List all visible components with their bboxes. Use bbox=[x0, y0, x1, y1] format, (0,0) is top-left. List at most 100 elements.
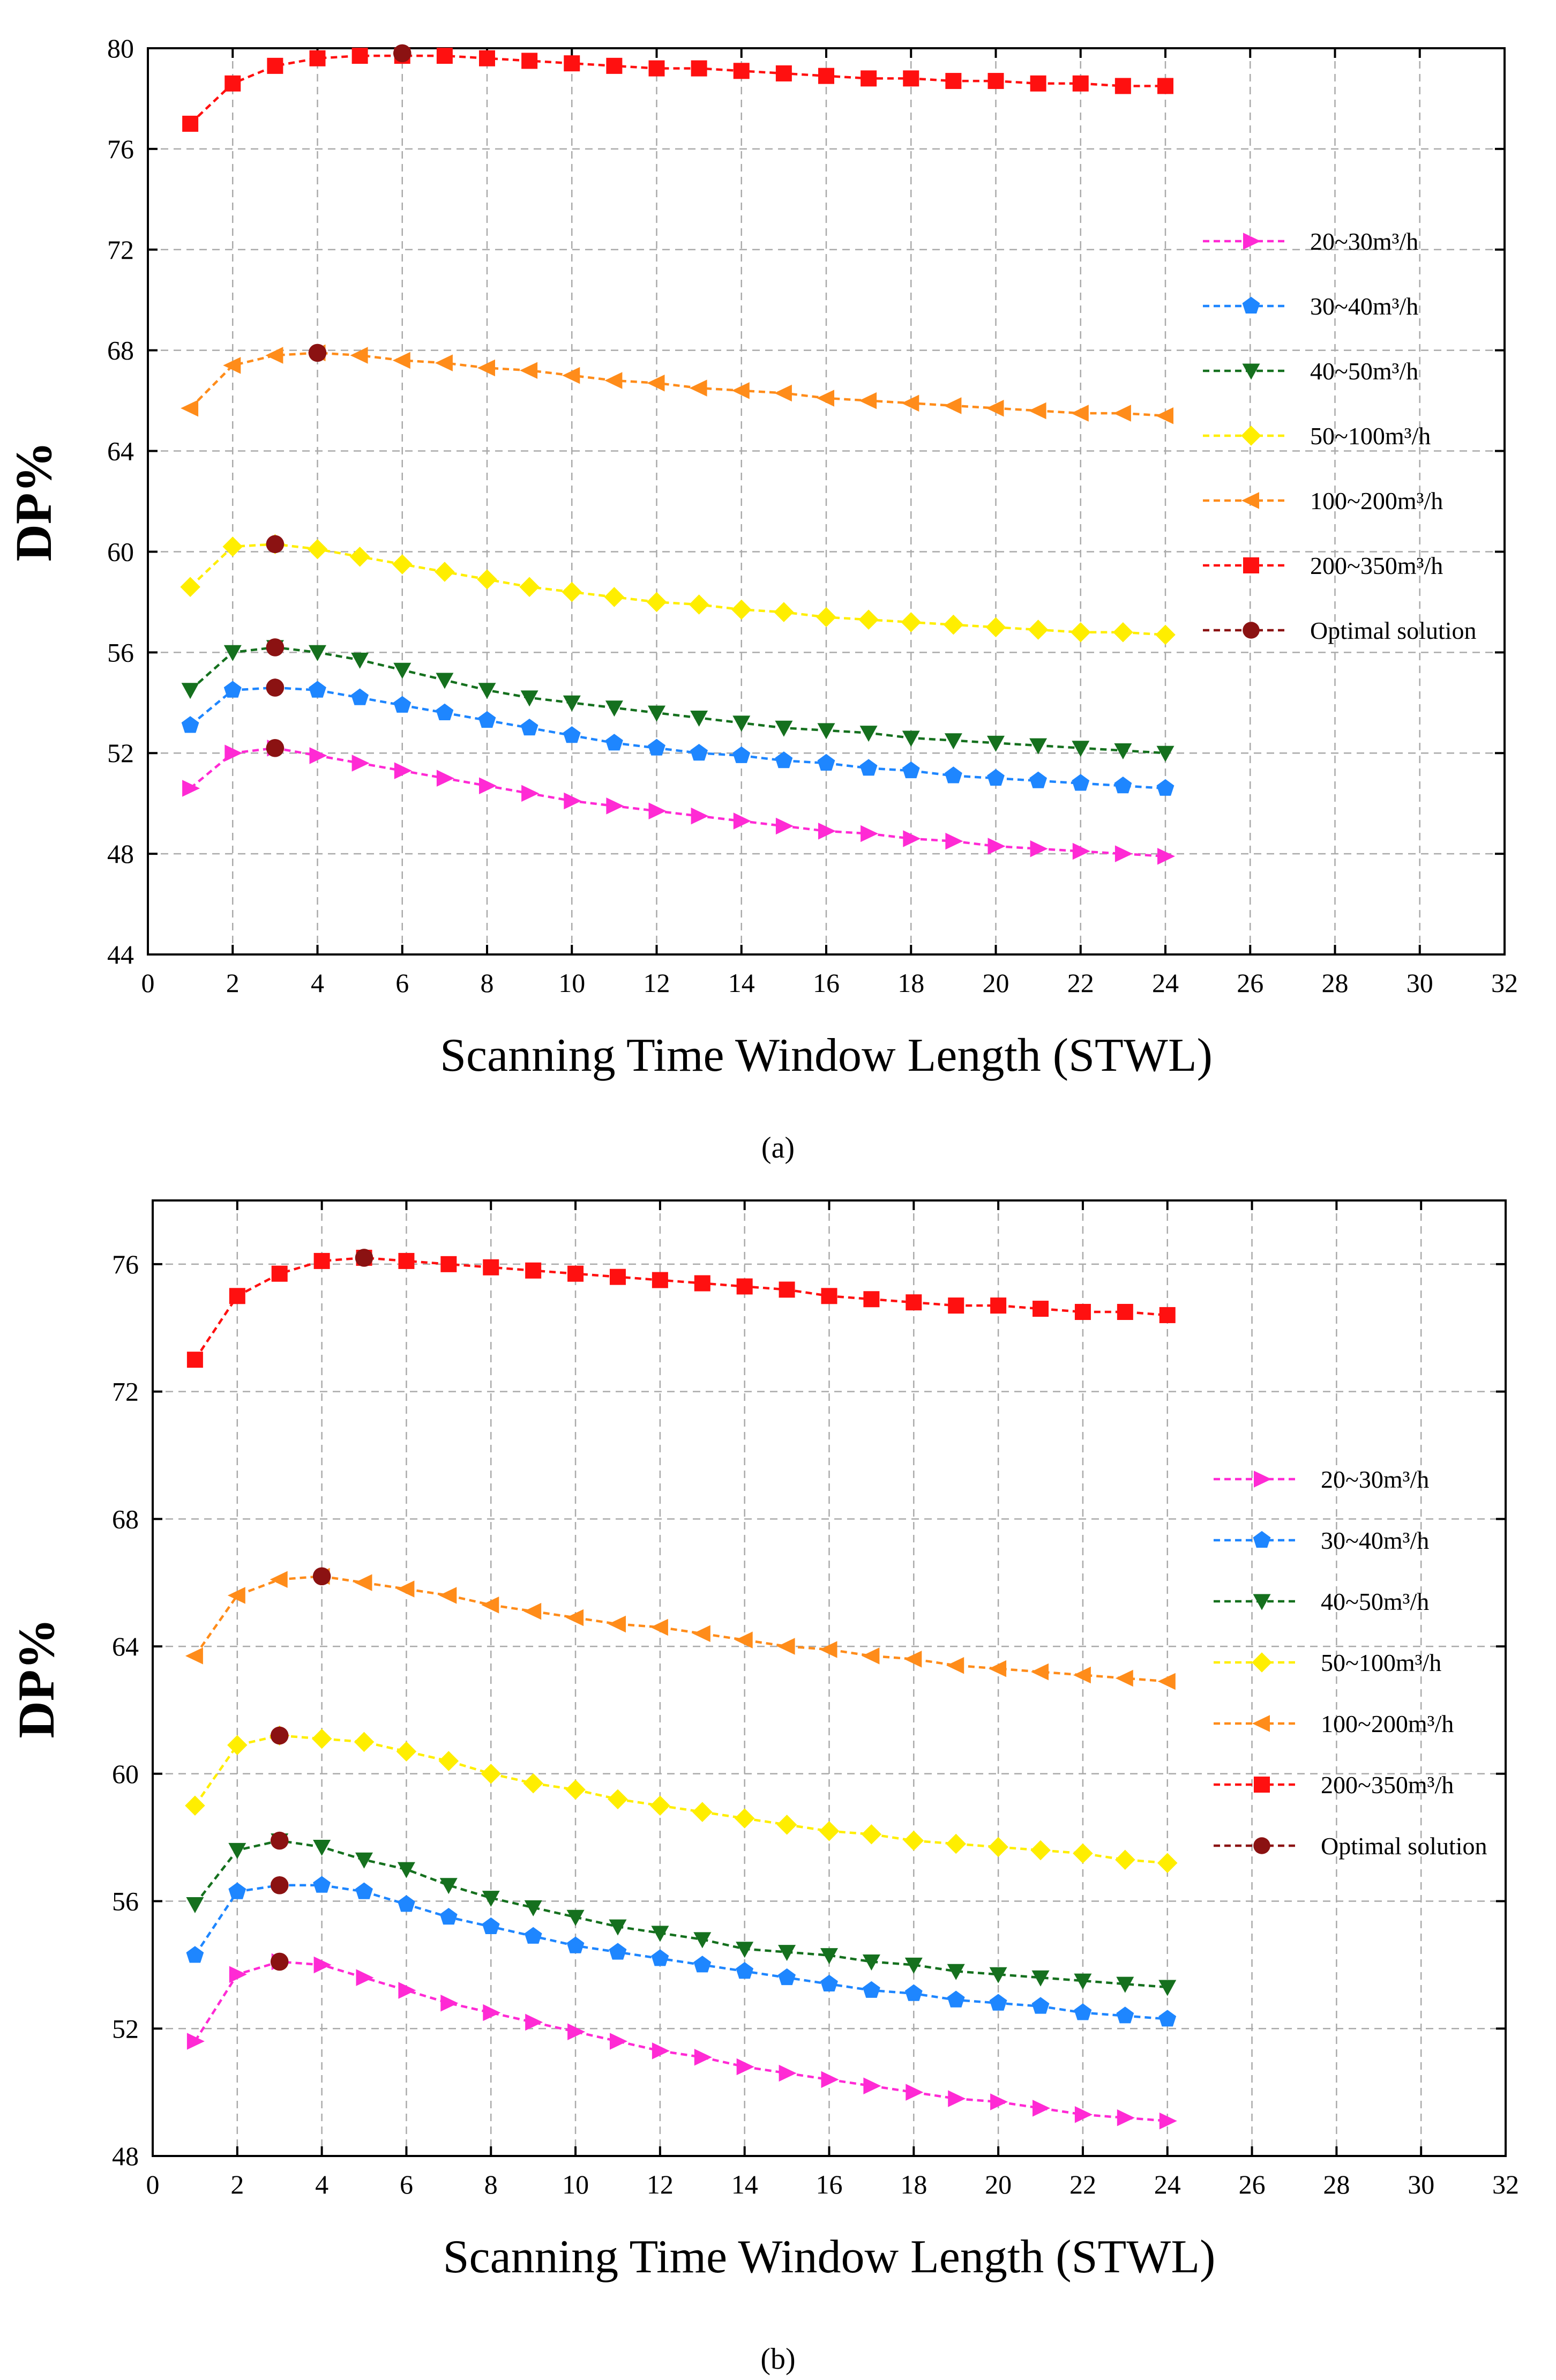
data-point bbox=[1031, 1997, 1050, 2014]
optimal-point bbox=[266, 678, 285, 697]
data-point bbox=[818, 68, 834, 84]
optimal-point bbox=[270, 1726, 289, 1745]
data-point bbox=[986, 400, 1004, 417]
data-point bbox=[946, 1657, 964, 1674]
data-point bbox=[944, 397, 962, 414]
data-point bbox=[903, 830, 921, 847]
data-point bbox=[1159, 2112, 1177, 2130]
data-point bbox=[734, 1808, 755, 1829]
optimal-point bbox=[355, 1249, 373, 1267]
data-point bbox=[225, 75, 241, 92]
data-point bbox=[945, 832, 963, 850]
data-point bbox=[904, 1984, 923, 2001]
legend-label: 100~200m³/h bbox=[1321, 1710, 1454, 1737]
data-point bbox=[227, 1735, 248, 1756]
x-tick-label: 6 bbox=[395, 968, 409, 998]
data-point bbox=[228, 1842, 246, 1859]
y-tick-label: 76 bbox=[112, 1249, 139, 1279]
data-point bbox=[736, 2058, 754, 2076]
data-point bbox=[355, 1882, 373, 1899]
data-point bbox=[819, 1641, 837, 1658]
legend-marker bbox=[1242, 363, 1260, 380]
data-point bbox=[693, 1956, 712, 1973]
optimal-point bbox=[270, 1876, 289, 1894]
data-point bbox=[774, 384, 792, 402]
legend-marker bbox=[1253, 1837, 1270, 1854]
data-point bbox=[520, 719, 538, 736]
data-point bbox=[354, 1732, 375, 1752]
series-4 bbox=[185, 1568, 1176, 1690]
data-point bbox=[521, 785, 540, 802]
data-point bbox=[313, 1876, 331, 1893]
data-point bbox=[988, 1837, 1008, 1857]
data-point bbox=[691, 807, 709, 825]
data-point bbox=[987, 769, 1005, 786]
data-point bbox=[351, 48, 368, 64]
legend-label: Optimal solution bbox=[1321, 1832, 1487, 1860]
x-tick-label: 22 bbox=[1067, 968, 1094, 998]
data-point bbox=[479, 777, 497, 794]
data-point bbox=[609, 1269, 626, 1285]
data-point bbox=[1156, 407, 1173, 424]
data-point bbox=[477, 359, 495, 377]
data-point bbox=[523, 1602, 542, 1620]
optimal-point bbox=[312, 1567, 331, 1586]
data-point bbox=[1072, 75, 1089, 92]
chart-a: 0 2 4 6 8 10 12 14 16 18 20 22 24 26 28 30 3244485256606… bbox=[5, 33, 1518, 1081]
data-point bbox=[482, 1891, 500, 1907]
data-point bbox=[563, 726, 581, 743]
series-2 bbox=[181, 640, 1175, 762]
data-point bbox=[1114, 743, 1132, 759]
data-point bbox=[904, 1651, 922, 1668]
data-point bbox=[392, 352, 410, 369]
x-tick-label: 0 bbox=[141, 968, 155, 998]
data-point bbox=[903, 1830, 924, 1851]
data-point bbox=[988, 73, 1004, 89]
data-point bbox=[944, 733, 962, 750]
data-point bbox=[567, 1265, 584, 1282]
data-point bbox=[1028, 620, 1049, 640]
data-point bbox=[397, 1580, 415, 1598]
data-point bbox=[1074, 1304, 1091, 1320]
legend-label: Optimal solution bbox=[1310, 617, 1477, 644]
data-point bbox=[479, 50, 495, 66]
data-point bbox=[524, 1927, 542, 1944]
y-tick-label: 64 bbox=[112, 1631, 139, 1661]
data-point bbox=[861, 825, 879, 842]
x-tick-label: 26 bbox=[1237, 968, 1263, 998]
x-tick-label: 24 bbox=[1152, 968, 1179, 998]
data-point bbox=[180, 577, 200, 597]
legend-marker bbox=[1254, 1471, 1271, 1488]
data-point bbox=[604, 587, 625, 607]
optimal-point bbox=[266, 739, 285, 757]
data-point bbox=[439, 1878, 458, 1894]
series-3 bbox=[185, 1725, 1178, 1873]
series-3 bbox=[180, 534, 1176, 645]
data-point bbox=[393, 662, 412, 679]
data-point bbox=[182, 780, 200, 797]
x-tick-label: 26 bbox=[1239, 2169, 1266, 2199]
data-point bbox=[1031, 1970, 1050, 1987]
optimal-point bbox=[270, 1831, 289, 1850]
data-point bbox=[1157, 848, 1175, 865]
data-point bbox=[525, 1262, 542, 1279]
data-point bbox=[988, 838, 1006, 855]
x-tick-label: 8 bbox=[484, 2169, 498, 2199]
data-point bbox=[604, 372, 623, 389]
data-point bbox=[309, 645, 326, 661]
data-point bbox=[1115, 1849, 1135, 1870]
x-axis-label: Scanning Time Window Length (STWL) bbox=[443, 2231, 1216, 2283]
data-point bbox=[309, 681, 326, 698]
y-axis-label: DP% bbox=[8, 1618, 65, 1739]
data-point bbox=[397, 1862, 415, 1878]
series-0 bbox=[182, 740, 1175, 865]
data-point bbox=[520, 362, 538, 379]
data-point bbox=[858, 609, 879, 630]
data-point bbox=[435, 562, 455, 582]
data-point bbox=[818, 823, 836, 840]
data-point bbox=[1157, 78, 1173, 94]
data-point bbox=[902, 761, 920, 779]
series-line bbox=[193, 1960, 1168, 2122]
optimal-point bbox=[393, 44, 412, 63]
